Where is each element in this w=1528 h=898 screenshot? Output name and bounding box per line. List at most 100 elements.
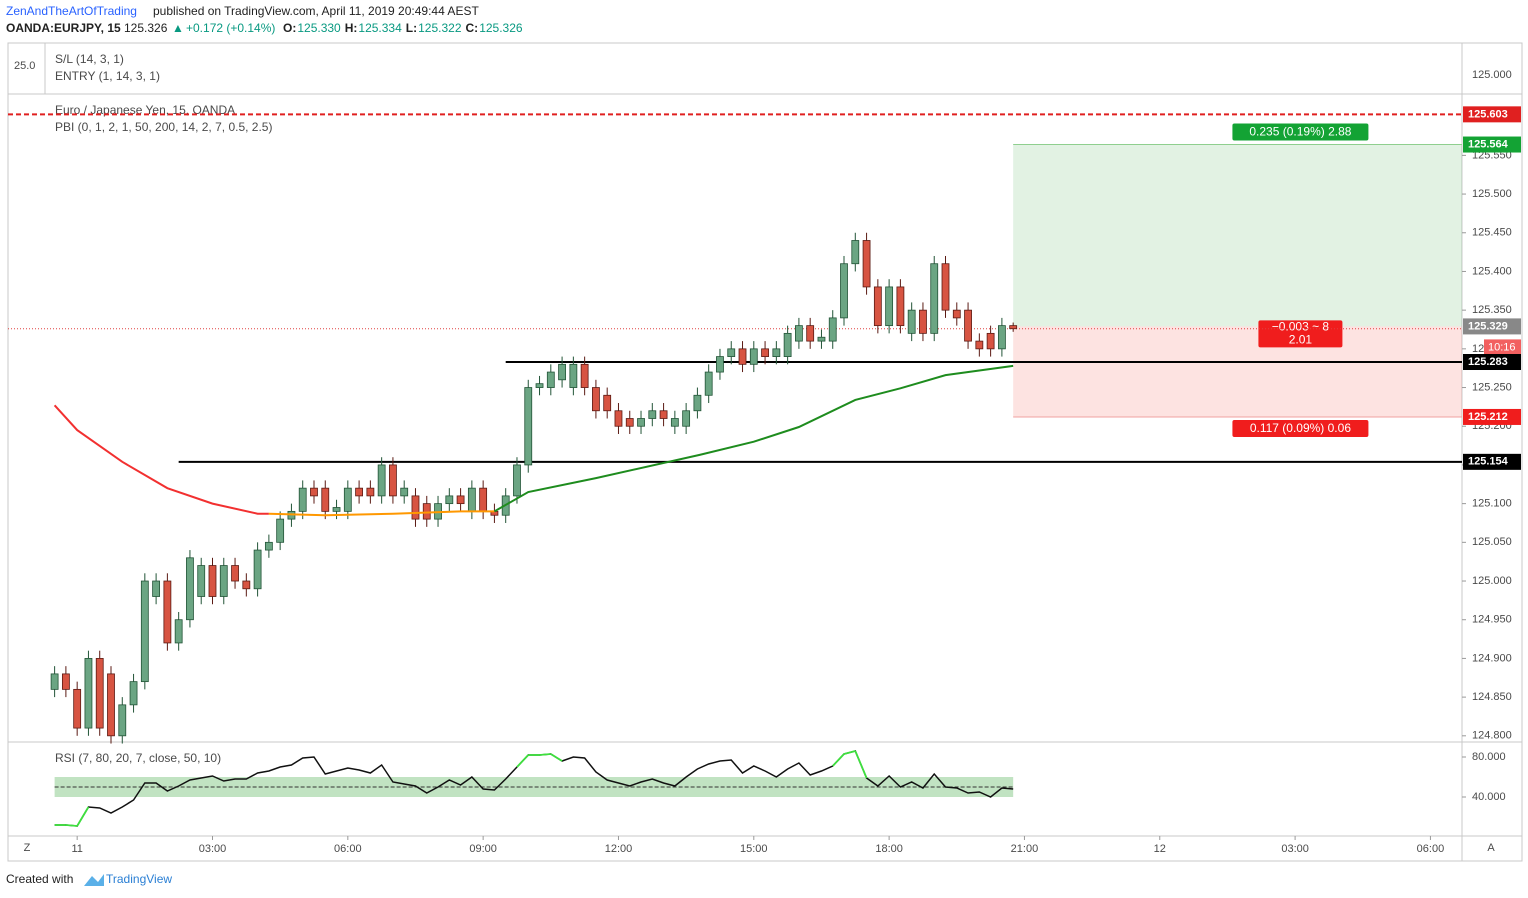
corner-button[interactable]: Z	[24, 842, 31, 854]
countdown-box	[1484, 339, 1521, 355]
chart-legend: PBI (0, 1, 2, 1, 50, 200, 14, 2, 7, 0.5,…	[55, 120, 272, 134]
candle-body	[400, 487, 409, 497]
change: +0.172 (+0.14%)	[186, 21, 275, 35]
center-label-box	[1258, 320, 1343, 348]
rsi-highlight	[550, 753, 563, 762]
candle-body	[817, 336, 826, 342]
candle-body	[242, 580, 251, 590]
candle-body	[310, 487, 318, 497]
center-label: 2.01	[1289, 333, 1313, 347]
rsi-highlight	[539, 753, 551, 756]
candle-body	[264, 541, 273, 551]
candle-body	[343, 487, 352, 512]
y-tick-label: 124.950	[1472, 614, 1512, 626]
candle-body	[411, 495, 420, 520]
moving-average	[53, 404, 269, 515]
candle-body	[163, 580, 172, 644]
x-tick-label: 12	[1154, 843, 1166, 855]
price-label: 125.564	[1468, 138, 1509, 150]
x-tick-label: 09:00	[469, 843, 497, 855]
price-label-box	[1463, 354, 1521, 371]
footer-text: Created with	[6, 872, 73, 886]
x-tick-label: 03:00	[199, 843, 227, 855]
rsi-highlight	[843, 750, 856, 755]
candle-body	[828, 317, 837, 342]
price-label-box	[1463, 136, 1521, 153]
x-tick-label: 06:00	[1417, 843, 1445, 855]
candle-body	[693, 394, 702, 412]
rsi-tick-label: 40.000	[1472, 791, 1506, 803]
stop-label: 0.117 (0.09%) 0.06	[1250, 421, 1352, 435]
candle-body	[682, 410, 691, 427]
candle-body	[862, 240, 871, 288]
candle-body	[174, 619, 183, 644]
price-label-box	[1463, 408, 1521, 425]
candle-body	[332, 507, 341, 512]
y-tick-label: 124.900	[1472, 652, 1512, 664]
candle-body	[208, 565, 217, 597]
loss-zone	[1013, 326, 1462, 417]
candle-body	[219, 565, 228, 597]
ohlc-value: 125.322	[418, 21, 462, 35]
price-label: 125.212	[1468, 411, 1508, 423]
candle-body	[467, 487, 476, 512]
candle-body	[389, 464, 397, 497]
candle-body	[592, 387, 600, 412]
candle-body	[840, 263, 848, 319]
rsi-tick-label: 80.000	[1472, 751, 1506, 763]
x-tick-label: 03:00	[1281, 843, 1309, 855]
candle-body	[637, 418, 645, 427]
candle-body	[377, 464, 386, 497]
candle-body	[659, 410, 668, 419]
y-tick-label: 125.000	[1472, 575, 1512, 587]
y-tick-label: 125.450	[1472, 227, 1512, 239]
candle-body	[535, 383, 544, 388]
candle-body	[73, 688, 82, 729]
candle-body	[366, 487, 375, 497]
center-label: −0.003 ~ 8	[1272, 320, 1330, 334]
candle-body	[580, 363, 589, 388]
ohlc-value: 125.326	[479, 21, 523, 35]
candle-body	[851, 240, 860, 265]
candle-body	[152, 580, 161, 597]
candle-body	[986, 332, 995, 350]
y-tick-label: 124.800	[1472, 730, 1512, 742]
candle-body	[569, 363, 578, 388]
plot: 124.800 124.850 124.900 124.950 125.000 125.0…	[8, 103, 1521, 855]
author-link[interactable]: ZenAndTheArtOfTrading	[6, 4, 137, 18]
rsi-highlight	[854, 750, 868, 779]
top-pane-legend: ENTRY (1, 14, 3, 1)	[55, 69, 160, 83]
candle-body	[513, 464, 521, 497]
candle-body	[761, 348, 769, 357]
candle-body	[997, 325, 1006, 350]
corner-button[interactable]: A	[1487, 842, 1495, 854]
candle-body	[186, 557, 194, 621]
candle-body	[614, 410, 623, 427]
footer-brand[interactable]: TradingView	[106, 872, 172, 886]
top-pane-label: 25.0	[14, 60, 35, 72]
rsi-band	[54, 777, 1014, 797]
candle-body	[422, 503, 431, 520]
candle-body	[975, 340, 984, 350]
candle-body	[445, 495, 454, 505]
candle-body	[896, 286, 905, 327]
candle-body	[704, 371, 713, 396]
candle-body	[197, 565, 206, 597]
ohlc-key: L:	[406, 21, 417, 35]
candle-body	[546, 371, 555, 388]
y-tick-label: 125.500	[1472, 188, 1512, 200]
price-label-box	[1463, 106, 1521, 123]
candle-body	[941, 263, 950, 311]
candle-body	[772, 348, 781, 357]
rsi-highlight	[76, 806, 90, 827]
change-arrow: ▲	[172, 21, 184, 35]
candle-body	[930, 263, 939, 334]
price-label: 125.603	[1468, 108, 1508, 120]
candle-body	[806, 325, 815, 342]
countdown: 10:16	[1488, 341, 1516, 353]
candle-body	[670, 418, 679, 427]
x-tick-label: 06:00	[334, 843, 362, 855]
last-price: 125.326	[124, 21, 168, 35]
